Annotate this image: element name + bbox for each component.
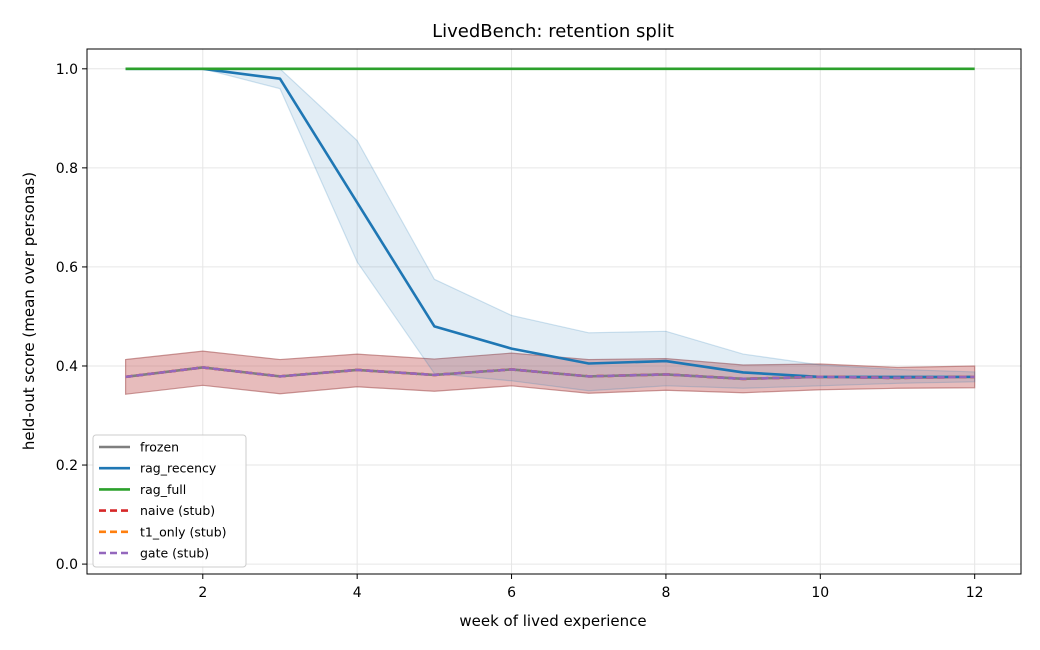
legend-label: rag_recency [140,461,217,476]
y-tick-label: 0.2 [56,458,78,474]
y-tick-label: 0.6 [56,260,78,276]
x-tick-label: 12 [966,585,984,601]
x-tick-label: 8 [661,585,670,601]
series-lines [125,67,975,381]
y-tick-label: 0.8 [56,161,78,177]
x-tick-label: 2 [198,585,207,601]
y-tick-label: 1.0 [56,62,78,78]
legend-label: naive (stub) [140,503,215,518]
legend-label: t1_only (stub) [140,524,227,539]
x-axis-title: week of lived experience [459,612,646,630]
legend-box [92,434,247,568]
legend-label: rag_full [140,482,186,497]
x-tick-label: 4 [353,585,362,601]
plot-frame [86,48,1022,575]
x-tick-label: 10 [811,585,829,601]
y-tick-label: 0.0 [56,557,78,573]
x-tick-label: 6 [507,585,516,601]
y-axis-title: held-out score (mean over personas) [20,172,38,450]
series-line-gate-stub [125,366,975,381]
legend-label: gate (stub) [140,546,209,561]
axis-ticks: 2 4 6 8 10 12 0.0 0.2 0.4 0.6 0.8 1.0 [56,62,984,601]
chart-title: LivedBench: retention split [432,21,674,42]
legend-label: frozen [140,440,179,455]
y-tick-label: 0.4 [56,359,78,375]
